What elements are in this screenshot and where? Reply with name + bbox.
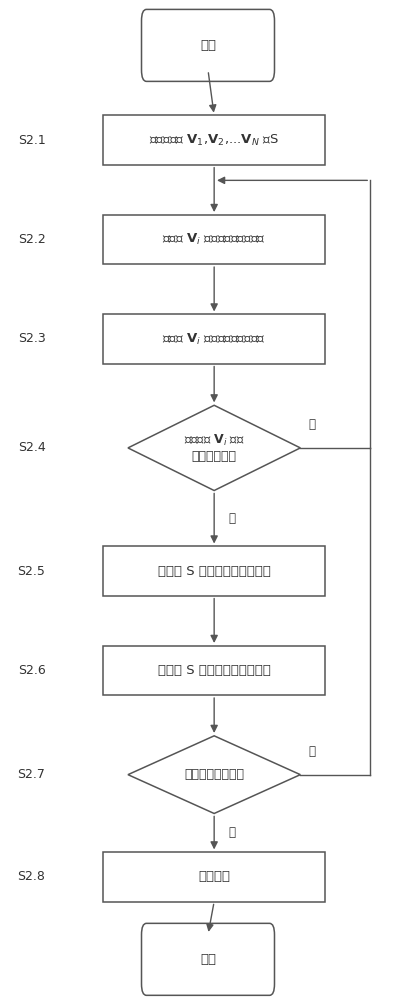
Text: S2.5: S2.5: [17, 565, 45, 578]
Bar: [103, 852, 325, 902]
FancyBboxPatch shape: [141, 9, 275, 81]
Text: 开始: 开始: [200, 39, 216, 52]
Text: S2.4: S2.4: [17, 441, 45, 454]
Text: 对矩阵 $\mathbf{V}_i$ 中每个元素进行更新: 对矩阵 $\mathbf{V}_i$ 中每个元素进行更新: [162, 331, 266, 347]
Text: 输出结果: 输出结果: [198, 870, 230, 883]
Text: 否: 否: [309, 745, 316, 758]
Bar: [103, 546, 325, 596]
Bar: [103, 115, 325, 165]
FancyBboxPatch shape: [141, 923, 275, 995]
Text: 否: 否: [309, 418, 316, 431]
Text: S2.8: S2.8: [17, 870, 45, 883]
Bar: [103, 215, 325, 264]
Text: 是: 是: [228, 826, 235, 839]
Text: S2.2: S2.2: [17, 233, 45, 246]
Text: 判断所有 $\mathbf{V}_i$ 矩阵
是否更新完毕: 判断所有 $\mathbf{V}_i$ 矩阵 是否更新完毕: [184, 433, 245, 463]
Polygon shape: [128, 405, 300, 491]
Text: 判断算法是否收敛: 判断算法是否收敛: [184, 768, 244, 781]
Bar: [103, 314, 325, 364]
Text: 初始化矩阵 $\mathbf{V}_1$,$\mathbf{V}_2$,...$\mathbf{V}_N$ 和S: 初始化矩阵 $\mathbf{V}_1$,$\mathbf{V}_2$,...$…: [149, 133, 279, 148]
Text: 是: 是: [228, 512, 235, 525]
Text: 对矩阵 S 中每个元素进行更新: 对矩阵 S 中每个元素进行更新: [158, 664, 270, 677]
Text: S2.7: S2.7: [17, 768, 45, 781]
Text: S2.1: S2.1: [17, 134, 45, 147]
Text: 对矩阵 S 中每个元素进行求导: 对矩阵 S 中每个元素进行求导: [158, 565, 270, 578]
Text: S2.6: S2.6: [17, 664, 45, 677]
Bar: [103, 646, 325, 695]
Text: 结束: 结束: [200, 953, 216, 966]
Polygon shape: [128, 736, 300, 813]
Text: S2.3: S2.3: [17, 332, 45, 345]
Text: 对矩阵 $\mathbf{V}_i$ 中每个元素进行求导: 对矩阵 $\mathbf{V}_i$ 中每个元素进行求导: [162, 232, 266, 247]
